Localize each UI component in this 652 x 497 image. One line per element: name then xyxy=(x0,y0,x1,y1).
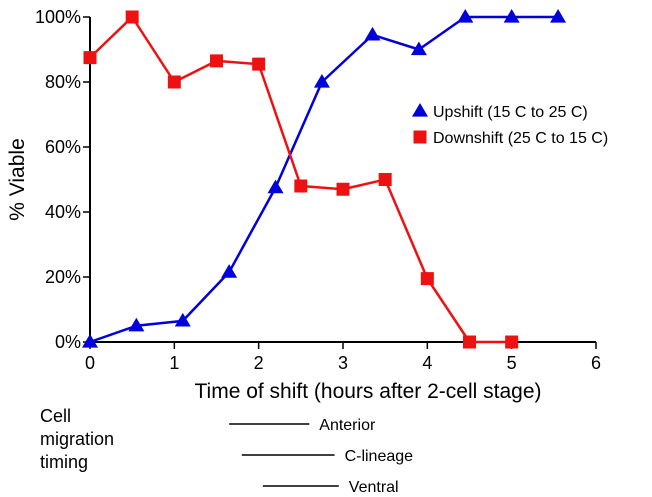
y-tick-label: 100% xyxy=(35,7,81,27)
data-point xyxy=(313,74,330,88)
y-tick-label: 20% xyxy=(45,267,81,287)
legend-marker xyxy=(412,103,428,117)
x-tick-label: 2 xyxy=(254,353,264,373)
y-tick-label: 80% xyxy=(45,72,81,92)
legend-label: Upshift (15 C to 25 C) xyxy=(433,104,588,121)
legend-marker xyxy=(413,130,427,144)
x-tick-label: 5 xyxy=(507,353,517,373)
x-tick-label: 4 xyxy=(422,353,432,373)
data-point xyxy=(550,9,567,23)
x-axis-title: Time of shift (hours after 2-cell stage) xyxy=(194,380,541,403)
data-point xyxy=(174,312,191,327)
data-point xyxy=(457,9,474,23)
migration-bar-label: Anterior xyxy=(319,417,376,434)
series-upshift xyxy=(82,9,567,348)
series-layer xyxy=(82,9,567,349)
migration-bar-label: Ventral xyxy=(349,479,399,496)
y-tick-label: 0% xyxy=(55,332,81,352)
data-point xyxy=(420,272,434,286)
data-point xyxy=(128,317,145,332)
series-line xyxy=(89,15,559,344)
data-point xyxy=(252,57,266,71)
y-tick-label: 40% xyxy=(45,202,81,222)
series-downshift xyxy=(83,10,519,349)
data-point xyxy=(83,51,97,65)
data-point xyxy=(167,75,181,89)
x-tick-label: 1 xyxy=(169,353,179,373)
data-point xyxy=(378,173,392,186)
legend-label: Downshift (25 C to 15 C) xyxy=(433,130,608,147)
data-point xyxy=(503,9,520,23)
data-point xyxy=(294,179,308,193)
data-point xyxy=(364,26,381,41)
y-tick-label: 60% xyxy=(45,137,81,157)
migration-timing: Cell migration timing Anterior C-lineage Vent… xyxy=(40,406,413,496)
axes: 0% 20% 40% 60% 80% 100% 0 1 2 3 4 5 6 Time of shift (… xyxy=(6,7,601,403)
migration-heading-line: timing xyxy=(40,452,88,472)
migration-bar-label: C-lineage xyxy=(345,448,414,465)
data-point xyxy=(410,41,427,56)
x-tick-label: 3 xyxy=(338,353,348,373)
data-point xyxy=(210,54,223,68)
data-point xyxy=(125,10,139,24)
migration-heading-line: migration xyxy=(40,429,114,449)
migration-heading-line: Cell xyxy=(40,406,71,426)
data-point xyxy=(505,335,519,349)
y-axis-title: % Viable xyxy=(6,138,29,221)
data-point xyxy=(336,182,350,196)
x-tick-label: 0 xyxy=(85,353,95,373)
data-point xyxy=(221,264,238,278)
data-point xyxy=(82,334,98,348)
x-tick-label: 6 xyxy=(591,353,601,373)
legend: Upshift (15 C to 25 C) Downshift (25 C to… xyxy=(412,103,608,147)
data-point xyxy=(267,179,284,194)
data-point xyxy=(463,335,476,349)
